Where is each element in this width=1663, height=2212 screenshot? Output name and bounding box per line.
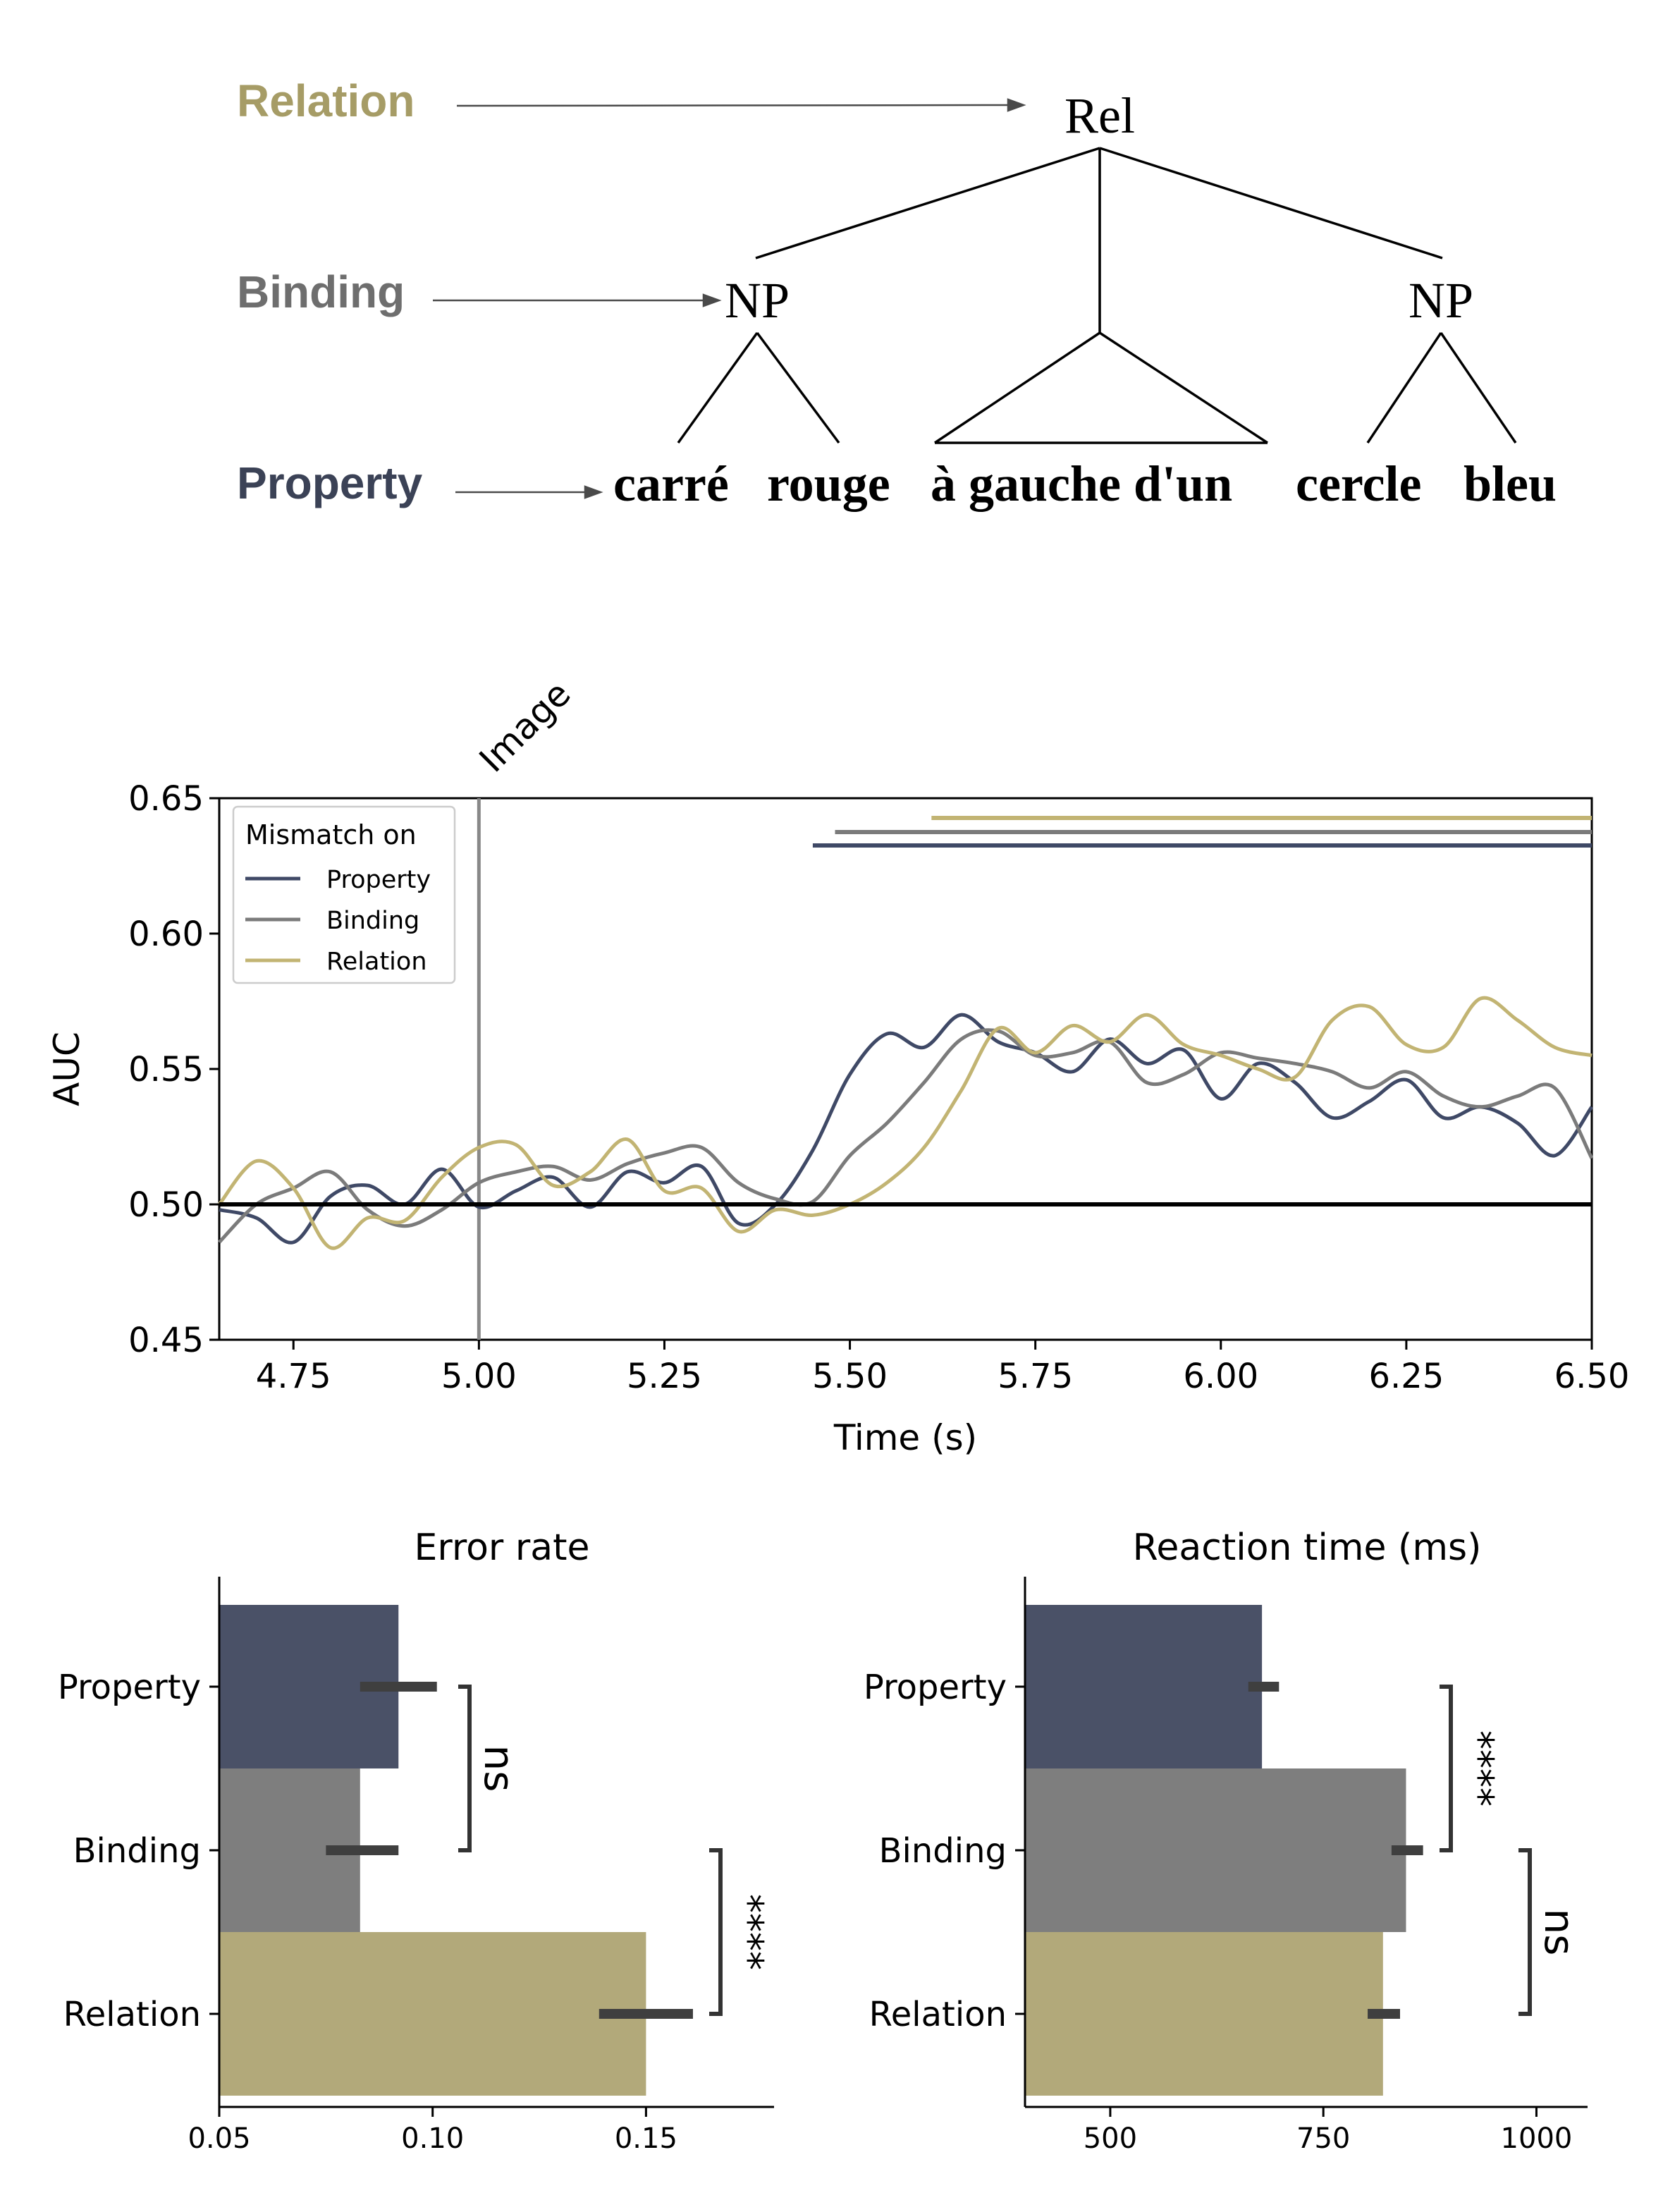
legend-entry-property: Property [326,866,431,894]
significance-bracket [1440,1687,1451,1850]
auc-line-chart: 4.75 5.00 5.25 5.50 5.75 6.00 6.25 6.50 0.45 0.50… [47,673,1629,1458]
edge-np-right-cercle [1368,333,1441,443]
category-label-binding: Binding [73,1831,201,1871]
x-tick-label: 5.00 [441,1357,517,1396]
level-label-binding: Binding [237,267,405,317]
edge-rel-np-left [756,148,1100,258]
edge-center-left [935,333,1100,443]
x-tick-label: 0.05 [188,2122,250,2155]
error-rate-bar-chart: Error rate Property Binding Relation 0.05 0.… [58,1527,774,2155]
y-tick-label: 0.65 [128,779,204,819]
series-line-property [219,1015,1592,1242]
x-tick-label: 1000 [1501,2122,1573,2155]
y-tick-label: 0.45 [128,1321,204,1360]
bar-relation [219,1932,646,2096]
significance-bracket [458,1687,470,1850]
tree-edges [678,148,1516,443]
legend-entry-relation: Relation [326,948,427,976]
arrowhead-relation [1008,99,1024,111]
word-carre: carré [613,456,729,512]
category-label-property: Property [58,1668,201,1707]
node-np-left: NP [725,272,790,329]
y-tick-label: 0.55 [128,1050,204,1089]
edge-np-right-bleu [1441,333,1516,443]
significance-label: **** [727,1894,771,1970]
category-label-property: Property [864,1668,1007,1707]
x-tick-label: 5.75 [998,1357,1073,1396]
edge-np-left-carre [678,333,757,443]
significance-bracket [1518,1850,1530,2014]
arrowhead-property [585,487,601,498]
series-lines [219,998,1592,1248]
x-tick-label: 500 [1084,2122,1137,2155]
series-line-relation [219,998,1592,1248]
edge-rel-np-right [1100,148,1442,258]
y-tick-label: 0.60 [128,915,204,954]
x-tick-label: 4.75 [256,1357,331,1396]
edge-center-right [1100,333,1268,443]
x-tick-label: 0.15 [615,2122,677,2155]
x-tick-label: 5.25 [627,1357,702,1396]
x-tick-label: 6.25 [1368,1357,1444,1396]
node-np-right: NP [1409,272,1473,329]
x-axis-label: Time (s) [833,1417,977,1458]
y-tick-label: 0.50 [128,1185,204,1225]
x-tick-label: 0.10 [401,2122,464,2155]
edge-np-left-rouge [757,333,839,443]
word-a-gauche: à gauche d'un [931,456,1232,512]
series-line-binding [219,1030,1592,1242]
level-label-relation: Relation [237,75,415,126]
x-tick-label: 6.50 [1554,1357,1630,1396]
x-tick-label: 5.50 [812,1357,888,1396]
reaction-time-title: Reaction time (ms) [1133,1527,1482,1569]
y-axis-label: AUC [47,1032,87,1106]
reaction-time-bar-chart: Reaction time (ms) Property Binding Relati… [864,1527,1588,2155]
bar-property [1025,1605,1262,1768]
legend-entry-binding: Binding [326,907,419,935]
word-cercle: cercle [1296,456,1422,512]
x-tick-label: 750 [1296,2122,1350,2155]
bar-relation [1025,1932,1383,2096]
significance-bracket [709,1850,720,2014]
significance-label: ns [1535,1909,1583,1956]
image-onset-label: Image [472,673,579,781]
significance-label: ns [475,1745,523,1792]
x-tick-label: 6.00 [1183,1357,1258,1396]
significance-label: **** [1457,1730,1502,1807]
level-label-property: Property [237,458,423,508]
bar-binding [1025,1768,1406,1932]
category-label-relation: Relation [869,1995,1007,2034]
legend-title: Mismatch on [245,819,417,850]
category-label-binding: Binding [879,1831,1007,1871]
category-label-relation: Relation [63,1995,201,2034]
legend: Mismatch on Property Binding Relation [233,807,455,983]
significance-bars [813,818,1592,845]
word-rouge: rouge [767,456,890,512]
word-bleu: bleu [1463,456,1557,512]
error-rate-title: Error rate [415,1527,590,1569]
arrow-relation [457,105,1010,106]
syntax-tree: Relation Binding Property Rel NP NP carr [237,75,1557,512]
node-rel: Rel [1064,87,1135,144]
arrowhead-binding [704,295,719,306]
